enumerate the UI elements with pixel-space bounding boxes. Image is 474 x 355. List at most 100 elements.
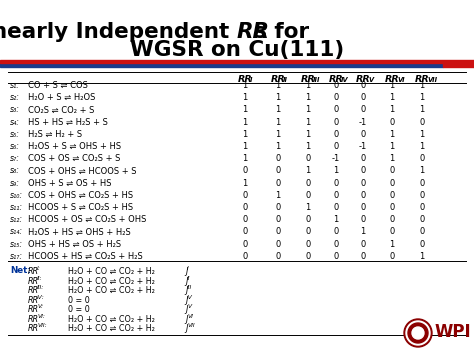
Text: 1: 1 (389, 81, 395, 90)
Text: VI:: VI: (37, 314, 45, 319)
Text: 0: 0 (333, 191, 338, 200)
Text: -1: -1 (332, 154, 340, 163)
Text: RR: RR (328, 75, 343, 84)
Text: 1: 1 (242, 93, 247, 102)
Text: 0: 0 (360, 191, 365, 200)
Text: IV:: IV: (37, 295, 45, 300)
Text: I:: I: (37, 266, 41, 271)
Text: J: J (185, 324, 187, 333)
Text: s₃:: s₃: (10, 105, 20, 114)
Text: 0: 0 (275, 215, 281, 224)
Text: COS + OHS ⇌ CO₂S + HS: COS + OHS ⇌ CO₂S + HS (28, 191, 133, 200)
Text: 0: 0 (360, 105, 365, 114)
Text: VII: VII (427, 77, 438, 83)
Text: 1: 1 (305, 81, 310, 90)
Circle shape (406, 321, 430, 345)
Text: 0: 0 (242, 228, 247, 236)
Text: 1: 1 (275, 81, 281, 90)
Circle shape (404, 319, 432, 347)
Text: 0: 0 (419, 228, 425, 236)
Text: II: II (187, 276, 191, 281)
Text: 0: 0 (275, 154, 281, 163)
Text: 0: 0 (305, 154, 310, 163)
Text: RR: RR (356, 75, 370, 84)
Text: s₁:: s₁: (10, 81, 20, 90)
Text: 0: 0 (333, 179, 338, 187)
Text: 0: 0 (333, 93, 338, 102)
Text: 1: 1 (305, 166, 310, 175)
Text: HCOOS + HS ⇌ CO₂S + H₂S: HCOOS + HS ⇌ CO₂S + H₂S (28, 252, 143, 261)
Text: 0: 0 (360, 154, 365, 163)
Text: 0: 0 (360, 179, 365, 187)
Text: CO₂S ⇌ CO₂ + S: CO₂S ⇌ CO₂ + S (28, 105, 94, 114)
Text: 0: 0 (419, 203, 425, 212)
Text: 1: 1 (419, 130, 425, 139)
Text: 0: 0 (360, 215, 365, 224)
Text: 1: 1 (305, 118, 310, 127)
Text: 1: 1 (389, 154, 395, 163)
Text: VI: VI (397, 77, 405, 83)
Text: 1: 1 (389, 93, 395, 102)
Text: 0: 0 (389, 118, 395, 127)
Text: RR: RR (301, 75, 315, 84)
Text: III: III (187, 285, 192, 290)
Text: IV: IV (341, 77, 349, 83)
Text: 1: 1 (389, 130, 395, 139)
Text: s for: s for (254, 22, 309, 42)
Text: 1: 1 (360, 228, 365, 236)
Text: 0: 0 (242, 166, 247, 175)
Text: 1: 1 (275, 142, 281, 151)
Text: 0: 0 (419, 215, 425, 224)
Text: I: I (187, 266, 189, 271)
Text: 0: 0 (360, 252, 365, 261)
Text: -1: -1 (359, 118, 367, 127)
Text: 0: 0 (389, 228, 395, 236)
Text: s₈:: s₈: (10, 166, 20, 175)
Text: s₁₄:: s₁₄: (10, 228, 23, 236)
Circle shape (412, 327, 424, 339)
Text: 1: 1 (419, 166, 425, 175)
Bar (443, 62, 474, 67)
Text: 0: 0 (275, 240, 281, 248)
Text: 0: 0 (419, 118, 425, 127)
Text: RR: RR (28, 296, 39, 305)
Text: 0: 0 (305, 240, 310, 248)
Text: 1: 1 (333, 166, 338, 175)
Bar (0, 62, 443, 67)
Text: RR: RR (237, 75, 252, 84)
Text: 1: 1 (242, 179, 247, 187)
Text: 0: 0 (333, 203, 338, 212)
Text: 1: 1 (275, 130, 281, 139)
Text: 0: 0 (389, 215, 395, 224)
Text: WPI: WPI (435, 323, 472, 341)
Text: H₂O + S ⇌ H₂OS: H₂O + S ⇌ H₂OS (28, 93, 95, 102)
Text: 0: 0 (389, 191, 395, 200)
Text: J: J (185, 296, 187, 305)
Text: 1: 1 (305, 93, 310, 102)
Text: s₅:: s₅: (10, 130, 20, 139)
Text: 1: 1 (389, 105, 395, 114)
Text: 0: 0 (275, 166, 281, 175)
Text: s₁₇:: s₁₇: (10, 252, 23, 261)
Text: 0: 0 (275, 228, 281, 236)
Text: 0: 0 (360, 203, 365, 212)
Text: 1: 1 (305, 203, 310, 212)
Text: OHS + S ⇌ OS + HS: OHS + S ⇌ OS + HS (28, 179, 111, 187)
Text: RR: RR (28, 286, 39, 295)
Text: II: II (283, 77, 288, 83)
Text: s₂:: s₂: (10, 93, 20, 102)
Text: OHS + HS ⇌ OS + H₂S: OHS + HS ⇌ OS + H₂S (28, 240, 121, 248)
Text: 0: 0 (333, 252, 338, 261)
Text: 0: 0 (360, 240, 365, 248)
Text: 0: 0 (242, 252, 247, 261)
Text: s₁₂:: s₁₂: (10, 215, 23, 224)
Text: 0: 0 (389, 203, 395, 212)
Text: VII:: VII: (37, 323, 47, 328)
Text: s₉:: s₉: (10, 179, 20, 187)
Text: IV: IV (187, 295, 193, 300)
Text: 1: 1 (242, 130, 247, 139)
Text: H₂S ⇌ H₂ + S: H₂S ⇌ H₂ + S (28, 130, 82, 139)
Text: III: III (313, 77, 321, 83)
Text: RR: RR (384, 75, 400, 84)
Text: 1: 1 (389, 240, 395, 248)
